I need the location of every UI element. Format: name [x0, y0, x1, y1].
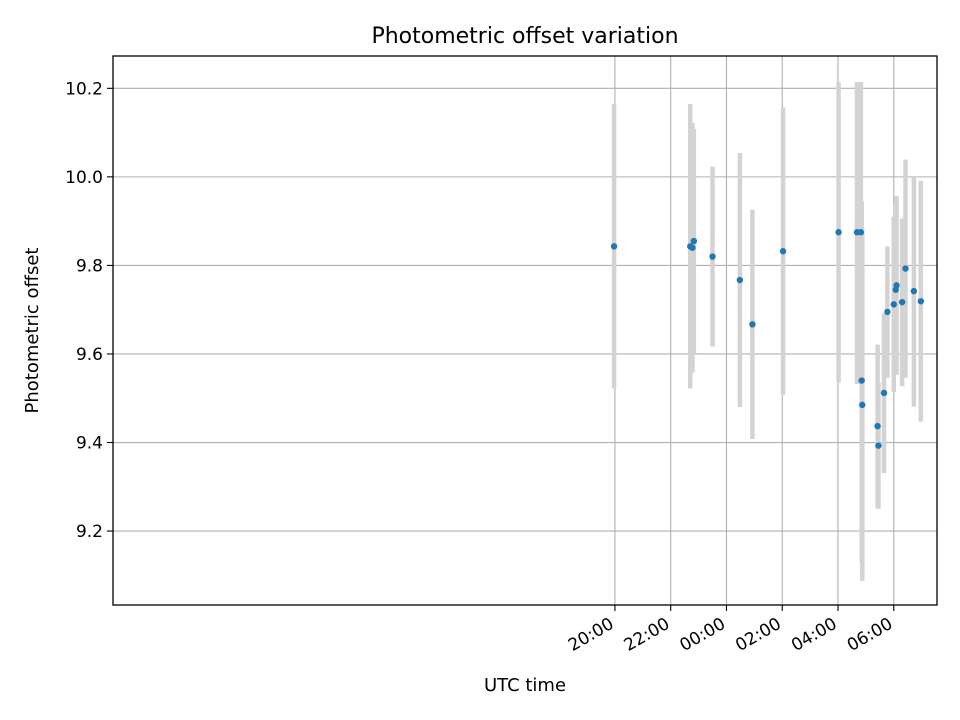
chart-title: Photometric offset variation [371, 24, 678, 49]
y-tick-label: 9.2 [76, 522, 103, 542]
y-tick-label: 9.6 [76, 345, 103, 365]
data-point [898, 298, 906, 306]
data-point [858, 377, 865, 384]
data-point [917, 298, 925, 305]
x-axis-label: UTC time [484, 675, 566, 696]
data-point [893, 282, 900, 289]
y-tick-label: 9.8 [76, 256, 103, 276]
data-point [859, 401, 866, 409]
data-point [875, 442, 882, 449]
plot-frame [112, 55, 938, 606]
data-point [857, 229, 865, 236]
data-point [749, 321, 756, 328]
data-point [709, 253, 716, 260]
data-point [910, 287, 918, 295]
data-point [880, 389, 888, 397]
data-point [779, 248, 787, 255]
data-point [610, 243, 618, 250]
y-tick-label: 9.4 [76, 434, 103, 454]
y-tick-label: 10.2 [65, 79, 103, 99]
data-point [890, 301, 897, 308]
data-point [835, 229, 842, 236]
y-tick-label: 10.0 [65, 168, 103, 188]
data-point [884, 308, 891, 316]
data-point [690, 237, 698, 245]
data-point [689, 244, 696, 251]
data-points [610, 229, 925, 449]
y-axis-label: Photometric offset [22, 248, 43, 414]
data-point [902, 265, 909, 272]
data-point [736, 276, 744, 284]
data-point [874, 422, 881, 430]
